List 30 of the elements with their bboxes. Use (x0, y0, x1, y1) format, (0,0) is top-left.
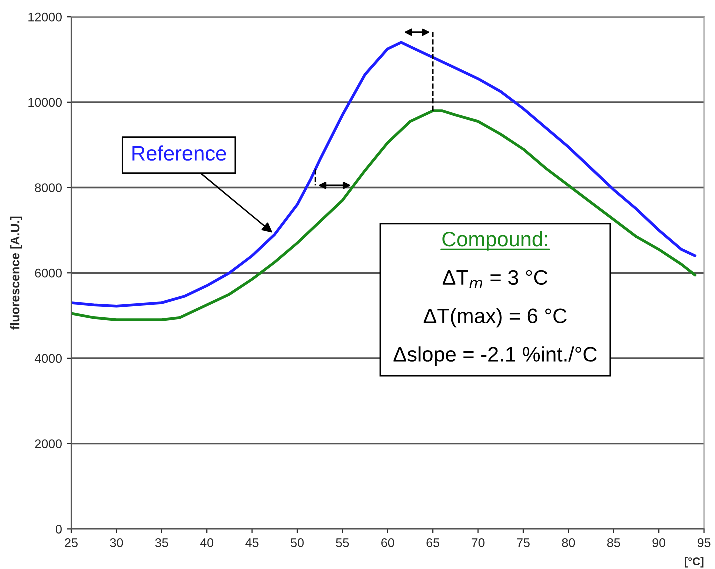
y-tick-label: 10000 (28, 98, 62, 108)
x-tick-label: 65 (426, 538, 440, 548)
y-tick-label: 4000 (34, 354, 62, 364)
annotation: ΔT$_{m}$ = 3 °C (442, 270, 548, 288)
x-tick-label: 90 (652, 538, 666, 548)
annotation: Δslope = -2.1 %int./°C (394, 346, 597, 366)
x-tick-label: 85 (607, 538, 620, 548)
y-tick-label: 12000 (28, 12, 62, 22)
x-tick-label: 40 (200, 538, 214, 548)
x-tick-label: 50 (291, 538, 304, 548)
annotation: ΔT(max) = 6 °C (424, 308, 567, 328)
x-tick-label: 60 (382, 538, 394, 548)
line-series (72, 41, 697, 308)
x-tick-label: 80 (562, 538, 576, 548)
x-tick-label: 55 (336, 538, 350, 548)
x-tick-label: 25 (65, 538, 78, 548)
x-tick-label: 30 (110, 538, 124, 548)
annotation: Compound: (442, 231, 548, 251)
y-tick-label: 8000 (35, 184, 62, 192)
annotation: Reference (132, 146, 226, 161)
y-tick-label: 6000 (35, 268, 62, 278)
x-axis-title: [°C] (685, 557, 704, 568)
x-tick-label: 95 (698, 538, 711, 548)
y-tick-label: 2000 (35, 440, 62, 448)
y-axis-title: fluorescence [A.U.] (10, 216, 22, 330)
x-tick-label: 45 (246, 538, 259, 548)
x-tick-label: 35 (155, 538, 168, 548)
y-tick-label: 0 (56, 524, 62, 534)
x-tick-label: 75 (517, 538, 530, 548)
x-tick-label: 70 (472, 538, 485, 548)
